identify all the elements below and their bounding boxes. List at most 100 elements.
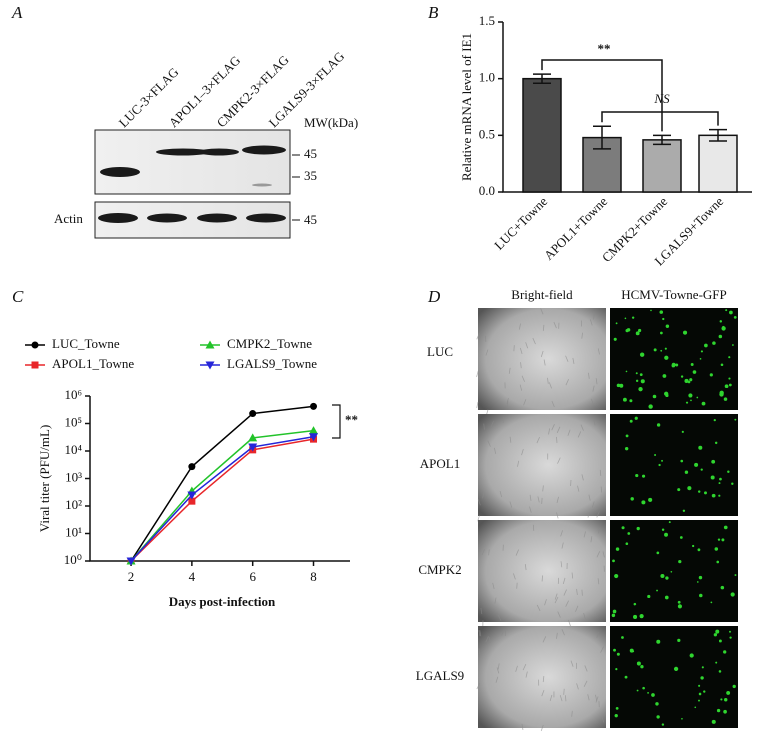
series-line: [130, 438, 314, 562]
cell-texture: [501, 629, 505, 636]
gfp-cell: [668, 521, 671, 524]
cell-texture: [480, 607, 483, 615]
gfp-cell: [648, 404, 653, 409]
row-label: LGALS9: [416, 668, 464, 683]
cell-texture: [541, 690, 545, 697]
cell-texture: [536, 436, 540, 444]
gfp-cell: [684, 378, 689, 384]
cell-texture: [583, 612, 586, 620]
gfp-cell: [631, 316, 635, 319]
cell-texture: [597, 527, 601, 534]
cell-texture: [593, 419, 596, 426]
gfp-cell: [689, 653, 694, 658]
gfp-cell: [696, 581, 699, 583]
gfp-cell: [664, 595, 669, 600]
cell-texture: [518, 323, 521, 330]
cell-texture: [590, 398, 594, 405]
gfp-cell: [701, 666, 704, 669]
gfp-cell: [682, 330, 688, 335]
x-tick-label: 2: [128, 569, 135, 584]
cell-texture: [542, 636, 547, 643]
column-header: HCMV-Towne-GFP: [621, 287, 727, 302]
panel-label: D: [427, 287, 441, 306]
cell-texture: [522, 663, 527, 671]
bar: [698, 134, 738, 193]
cell-texture: [542, 485, 544, 492]
gfp-cell: [677, 600, 681, 604]
gfp-cell: [698, 684, 701, 687]
row-label: CMPK2: [418, 562, 461, 577]
y-axis-label: Viral titer (PFU/mL): [37, 425, 52, 533]
gfp-cell: [728, 356, 731, 359]
gfp-cell: [656, 589, 658, 592]
gfp-cell: [630, 497, 634, 501]
error-bar: [653, 134, 671, 146]
cell-texture: [565, 355, 569, 362]
cell-texture: [561, 542, 564, 549]
gfp-cell: [720, 585, 725, 590]
cell-texture: [572, 357, 575, 364]
cell-texture: [529, 494, 532, 501]
cell-texture: [499, 490, 503, 498]
cell-texture: [509, 501, 513, 508]
cell-texture: [542, 675, 545, 683]
gfp-cell: [656, 715, 660, 719]
gfp-cell: [732, 344, 734, 346]
gfp-cell: [677, 638, 681, 642]
point: [309, 433, 319, 442]
gfp-cell: [729, 636, 732, 639]
cell-texture: [495, 676, 499, 683]
gfp-cell: [703, 690, 706, 693]
significance: **: [345, 412, 358, 427]
legend-marker: [205, 361, 215, 370]
legend-marker: [31, 341, 39, 349]
cell-texture: [602, 551, 605, 558]
cell-texture: [576, 588, 578, 595]
gfp-cell: [723, 525, 728, 530]
gfp-cell: [712, 341, 716, 345]
gfp-cell: [629, 648, 634, 653]
gfp-cell: [720, 698, 723, 701]
cell-texture: [589, 319, 593, 326]
cell-texture: [547, 377, 549, 384]
gfp-cell: [612, 609, 617, 614]
cell-texture: [520, 362, 522, 369]
series-line: [130, 429, 314, 562]
cell-texture: [485, 636, 489, 643]
gfp-cell: [723, 650, 727, 654]
gfp-cell: [661, 459, 663, 462]
gfp-cell: [711, 493, 716, 498]
point: [187, 491, 197, 500]
cell-texture: [525, 671, 528, 678]
cell-texture: [509, 436, 512, 443]
cell-texture: [525, 342, 529, 349]
gfp-cell: [704, 491, 707, 495]
gfp-cell: [660, 331, 663, 335]
cell-texture: [508, 367, 511, 374]
x-tick-label: 4: [189, 569, 196, 584]
gfp-cell: [722, 325, 725, 329]
cell-texture: [521, 375, 525, 382]
legend-marker: [205, 340, 215, 349]
significance: **: [598, 41, 611, 56]
gfp-cell: [716, 708, 721, 713]
panel-c: C 10⁰ 10¹ 10² 10³ 10⁴ 10⁵ 10⁶ 2 4 6 8 Viral titer (P…: [12, 287, 358, 609]
cell-texture: [581, 332, 583, 339]
gfp-cell: [732, 684, 736, 689]
cell-texture: [542, 324, 545, 331]
error-bar: [533, 73, 551, 84]
cell-texture: [523, 399, 527, 406]
gfp-image: [610, 520, 738, 622]
cell-texture: [557, 611, 561, 618]
cell-texture: [515, 665, 518, 672]
gfp-cell: [648, 497, 653, 502]
point: [188, 463, 196, 471]
gfp-cell: [624, 317, 627, 320]
gfp-cell: [665, 324, 670, 329]
gfp-cell: [697, 490, 701, 493]
cell-texture: [601, 716, 605, 723]
legend-label: LGALS9_Towne: [227, 356, 317, 371]
cell-texture: [496, 667, 500, 674]
gfp-cell: [692, 544, 695, 548]
